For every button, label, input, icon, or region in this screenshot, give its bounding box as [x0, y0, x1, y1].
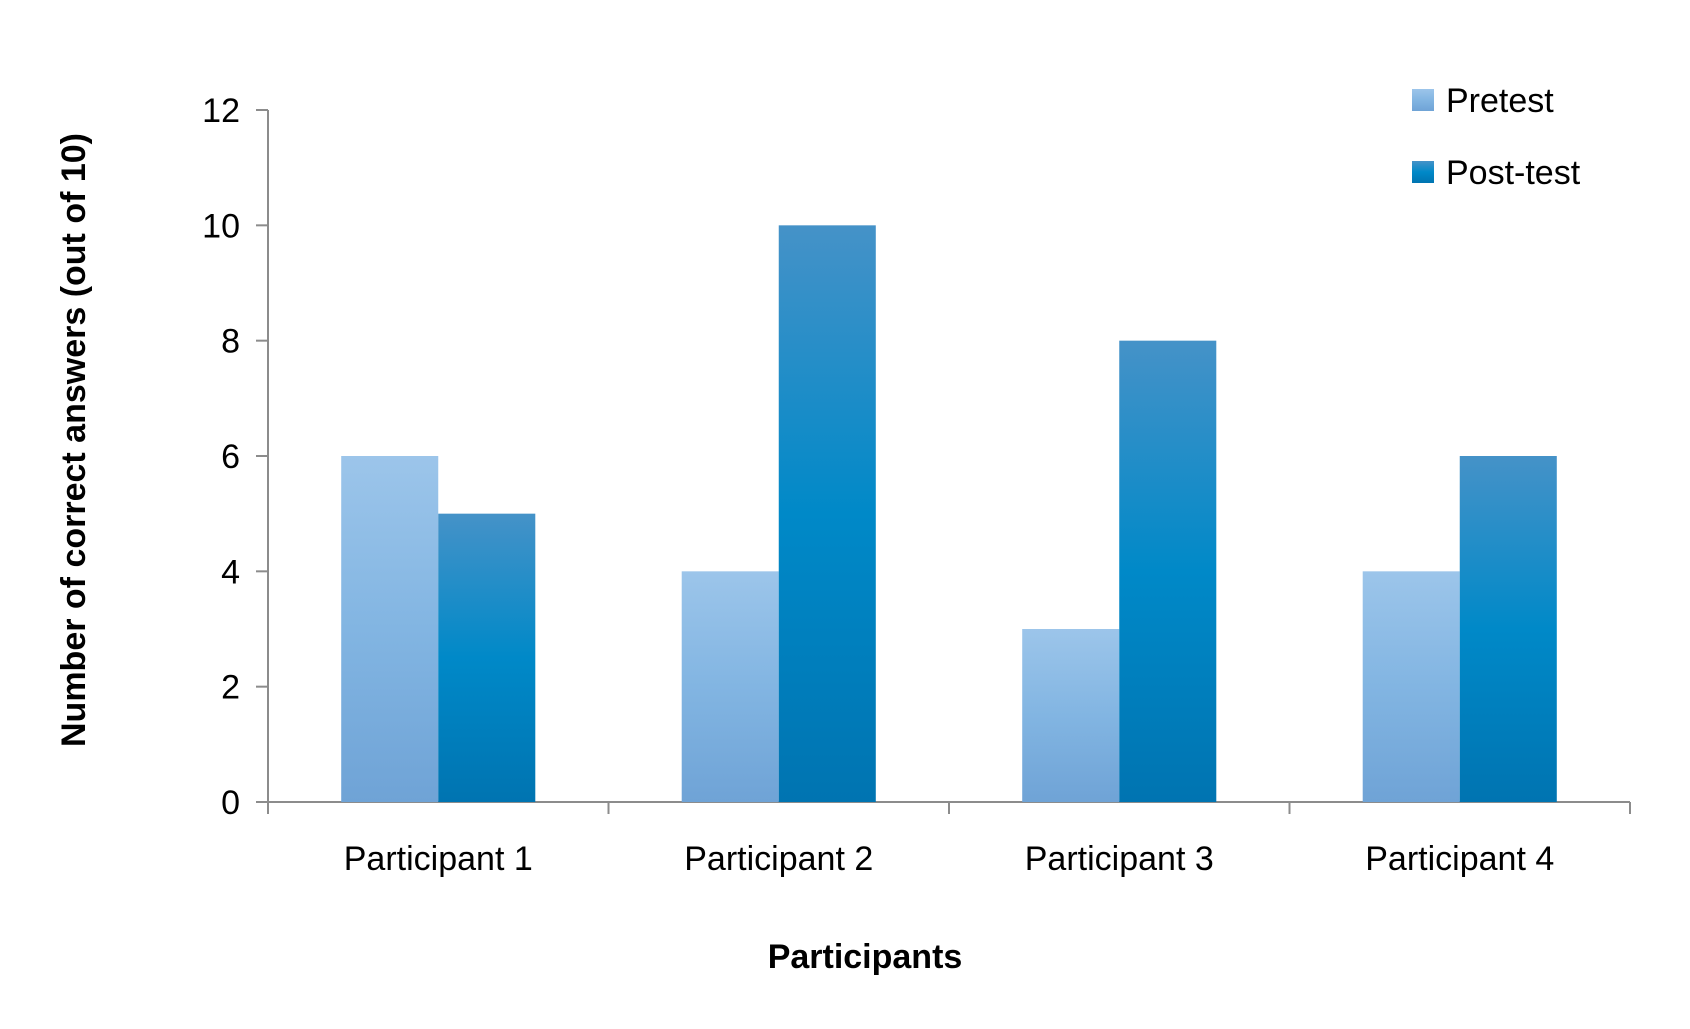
y-axis: 0 2 4 6 8 10 12	[202, 92, 269, 822]
y-tick-label: 2	[221, 669, 240, 707]
legend-swatch-post-test	[1412, 161, 1434, 183]
legend-label-pretest: Pretest	[1446, 82, 1554, 120]
x-tick-labels: Participant 1 Participant 2 Participant 3 P…	[344, 840, 1555, 878]
y-axis-title: Number of correct answers (out of 10)	[55, 133, 93, 747]
y-tick-label: 6	[221, 438, 240, 476]
y-tick-labels: 0 2 4 6 8 10 12	[202, 92, 240, 822]
y-tick-label: 8	[221, 323, 240, 361]
x-tick-label: Participant 4	[1365, 840, 1554, 878]
bar-post-test-4	[1459, 456, 1557, 802]
legend-label-post-test: Post-test	[1446, 154, 1581, 192]
legend: Pretest Post-test	[1412, 82, 1581, 192]
x-tick-label: Participant 1	[344, 840, 533, 878]
bars	[341, 225, 1557, 803]
bar-pretest-2	[681, 571, 779, 802]
bar-post-test-2	[778, 225, 876, 803]
x-ticks	[267, 802, 1631, 814]
x-tick-label: Participant 3	[1025, 840, 1214, 878]
x-axis: Participant 1 Participant 2 Participant 3 P…	[267, 801, 1631, 878]
x-tick-label: Participant 2	[684, 840, 873, 878]
legend-swatch-pretest	[1412, 89, 1434, 111]
y-tick-label: 0	[221, 784, 240, 822]
y-tick-label: 10	[202, 207, 240, 245]
y-tick-label: 12	[202, 92, 240, 130]
y-tick-label: 4	[221, 553, 240, 591]
y-ticks	[256, 109, 268, 803]
bar-pretest-3	[1022, 629, 1120, 802]
bar-post-test-1	[438, 513, 536, 802]
bar-pretest-1	[341, 456, 439, 802]
x-axis-title: Participants	[768, 938, 963, 976]
bar-post-test-3	[1119, 340, 1217, 802]
bar-pretest-4	[1362, 571, 1460, 802]
